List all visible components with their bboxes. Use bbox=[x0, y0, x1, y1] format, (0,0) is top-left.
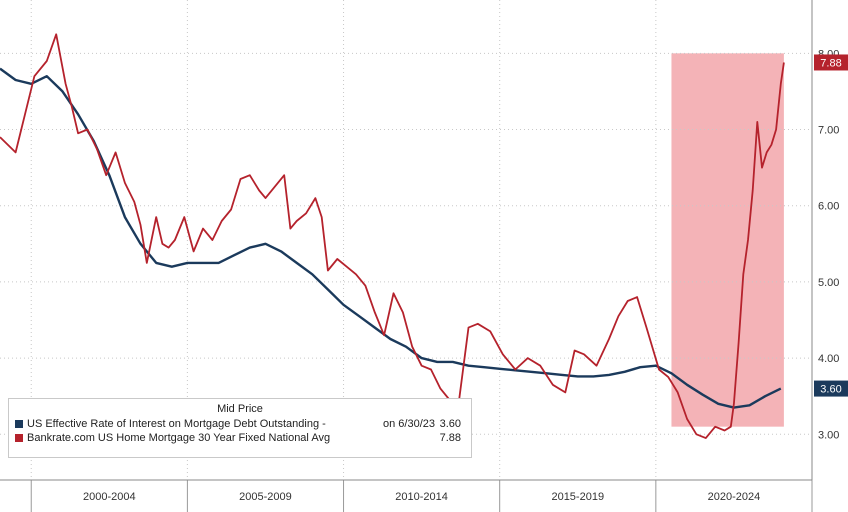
legend-value-bankrate: 7.88 bbox=[439, 432, 461, 444]
highlight-band bbox=[671, 53, 784, 427]
last-value-badge bbox=[814, 380, 848, 397]
y-tick-label: 4.00 bbox=[818, 353, 839, 365]
legend: Mid Price US Effective Rate of Interest … bbox=[8, 398, 472, 458]
legend-row-bankrate: Bankrate.com US Home Mortgage 30 Year Fi… bbox=[9, 431, 471, 445]
last-value-badge-label: 3.60 bbox=[820, 384, 841, 396]
x-tick-label: 2000-2004 bbox=[83, 491, 136, 503]
y-tick-label: 6.00 bbox=[818, 201, 839, 213]
y-tick-label: 3.00 bbox=[818, 429, 839, 441]
x-tick-label: 2020-2024 bbox=[708, 491, 761, 503]
y-tick-label: 5.00 bbox=[818, 277, 839, 289]
legend-title: Mid Price bbox=[217, 403, 263, 415]
legend-value-effective-rate: 3.60 bbox=[439, 418, 461, 430]
x-tick-label: 2015-2019 bbox=[551, 491, 604, 503]
x-tick-label: 2005-2009 bbox=[239, 491, 292, 503]
legend-row-effective-rate: US Effective Rate of Interest on Mortgag… bbox=[9, 417, 471, 431]
x-tick-label: 2010-2014 bbox=[395, 491, 448, 503]
y-tick-label: 7.00 bbox=[818, 125, 839, 137]
legend-swatch-effective-rate bbox=[15, 420, 23, 428]
legend-date-effective-rate: on 6/30/23 bbox=[383, 418, 435, 430]
legend-label-bankrate: Bankrate.com US Home Mortgage 30 Year Fi… bbox=[27, 432, 331, 444]
series-line-effective-rate bbox=[0, 67, 782, 409]
legend-label-effective-rate: US Effective Rate of Interest on Mortgag… bbox=[27, 418, 326, 430]
legend-swatch-bankrate bbox=[15, 434, 23, 442]
last-value-badge bbox=[814, 54, 848, 71]
last-value-badge-label: 7.88 bbox=[820, 57, 841, 69]
series-line-bankrate bbox=[0, 33, 785, 440]
